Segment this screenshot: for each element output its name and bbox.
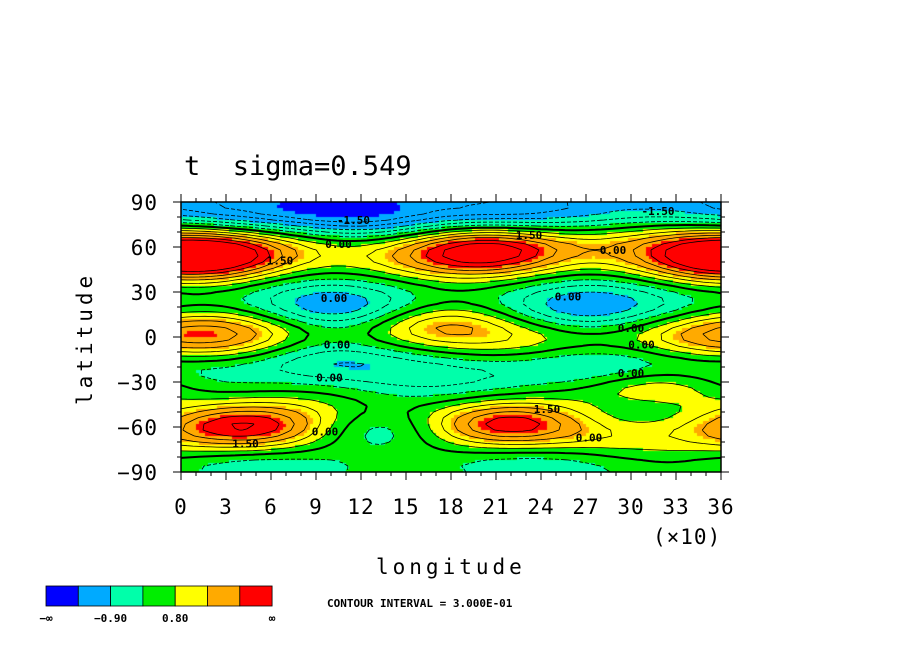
- colorbar-label: −∞: [39, 612, 53, 625]
- y-tick-label: −60: [117, 416, 158, 440]
- y-tick-label: 90: [131, 191, 158, 215]
- colorbar-swatch: [45, 585, 79, 607]
- colorbar-swatch: [174, 585, 208, 607]
- chart-title: t sigma=0.549: [184, 151, 412, 182]
- x-tick-label: 6: [264, 495, 278, 519]
- colorbar: −∞ −0.90 0.80 ∞: [39, 585, 276, 625]
- colorbar-label: −0.90: [94, 612, 127, 625]
- x-tick-label: 36: [707, 495, 734, 519]
- colorbar-swatch: [207, 585, 241, 607]
- contour-label: 0.00: [618, 322, 645, 335]
- contour-line: [180, 234, 722, 441]
- plot-area: -1.50 -1.50 0.00 1.50 1.50 0.00 0.00 0.00 0.00 0.…: [180, 201, 722, 473]
- y-tick-label: 30: [131, 281, 158, 305]
- contour-line: [180, 208, 722, 368]
- contour-label: 1.50: [534, 403, 561, 416]
- contour-label: 0.00: [555, 291, 582, 304]
- colorbar-swatch: [239, 585, 273, 607]
- contour-label: 0.00: [576, 432, 603, 445]
- contour-line: [180, 216, 722, 387]
- contour-label: 0.00: [321, 292, 348, 305]
- contour-label: -1.50: [337, 214, 370, 227]
- contour-label: 0.00: [600, 244, 627, 257]
- x-tick-label: 30: [617, 495, 644, 519]
- y-tick-label: −90: [117, 461, 158, 485]
- x-tick-label: 12: [347, 495, 374, 519]
- y-tick-label: 0: [144, 326, 158, 350]
- filled-contour-field: [181, 202, 721, 472]
- contour-line: [180, 230, 722, 448]
- x-tick-label: 9: [309, 495, 323, 519]
- y-tick-label: −30: [117, 371, 158, 395]
- x-tick-label: 0: [174, 495, 188, 519]
- contour-label: 0.00: [618, 367, 645, 380]
- colorbar-swatch: [77, 585, 112, 607]
- contour-line: [180, 201, 722, 227]
- contour-label: 1.50: [267, 255, 294, 268]
- contour-line: [180, 237, 722, 437]
- x-tick-label: 33: [662, 495, 689, 519]
- contour-label: -1.50: [641, 205, 674, 218]
- colorbar-swatch: [110, 585, 144, 607]
- x-tick-label: 18: [437, 495, 464, 519]
- contour-label: 0.00: [324, 339, 351, 352]
- x-multiplier-label: (×10): [653, 525, 721, 549]
- contour-label: 0.00: [316, 372, 343, 385]
- x-tick-label: 24: [527, 495, 554, 519]
- y-axis-title: latitude: [73, 272, 97, 405]
- x-tick-label: 21: [482, 495, 509, 519]
- y-tick-label: 60: [131, 236, 158, 260]
- contour-line: [180, 239, 722, 431]
- contour-line: [180, 224, 722, 464]
- contour-line: [180, 232, 722, 445]
- contour-interval-text: CONTOUR INTERVAL = 3.000E-01: [327, 597, 513, 610]
- contour-label: 1.50: [516, 229, 543, 242]
- colorbar-label: ∞: [269, 612, 276, 625]
- contour-line: [180, 221, 722, 473]
- colorbar-swatch: [142, 585, 176, 607]
- contour-line: [180, 227, 722, 452]
- colorbar-label: 0.80: [162, 612, 189, 625]
- x-tick-label: 27: [572, 495, 599, 519]
- x-tick-label: 3: [219, 495, 233, 519]
- contour-label: 0.00: [312, 426, 339, 439]
- x-axis-title: longitude: [376, 555, 526, 579]
- contour-label: 0.00: [325, 238, 352, 251]
- contour-label: 1.50: [232, 438, 259, 451]
- contour-label: 0.00: [628, 339, 655, 352]
- x-tick-label: 15: [392, 495, 419, 519]
